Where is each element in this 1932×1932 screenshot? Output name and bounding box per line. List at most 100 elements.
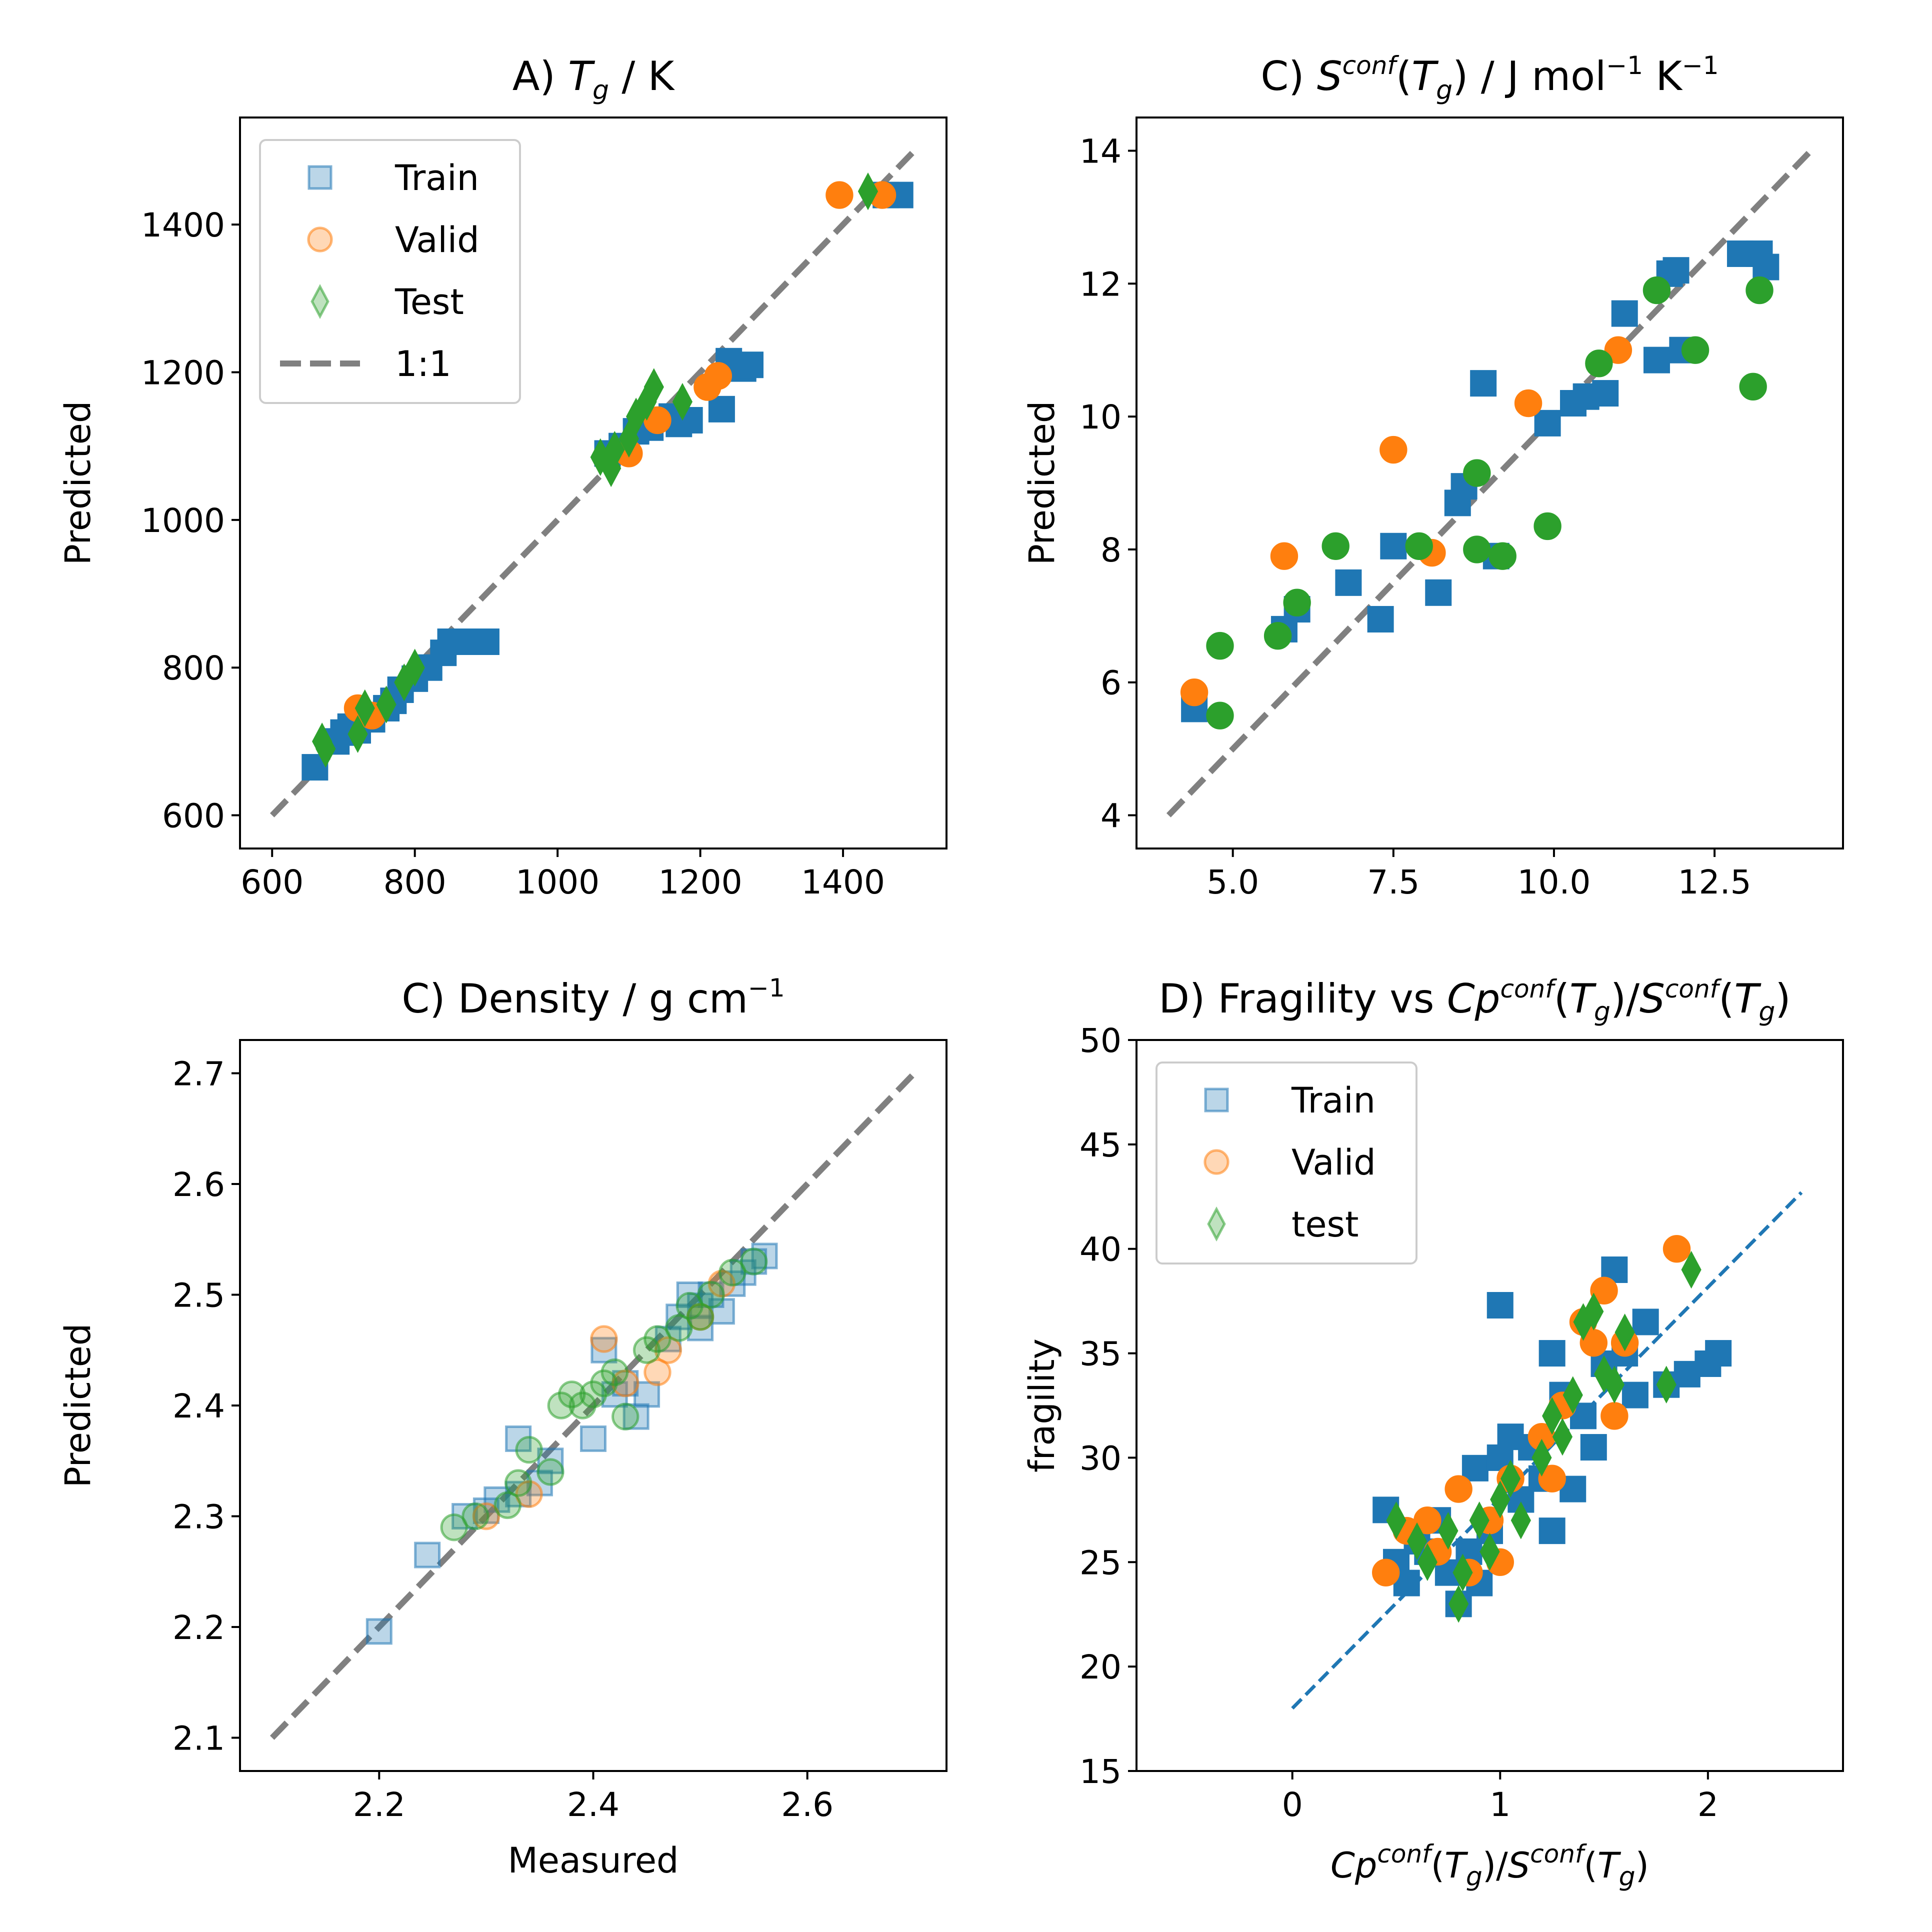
- test-point: [604, 430, 625, 469]
- y-tick-label: 600: [162, 797, 225, 836]
- train-point: [1462, 1454, 1488, 1482]
- valid-point: [472, 1502, 500, 1530]
- legend-train-marker: [308, 165, 332, 190]
- test-point: [440, 1513, 468, 1542]
- test-point: [1386, 1502, 1406, 1540]
- test-point: [1552, 1418, 1573, 1456]
- x-tick-label: 2: [1698, 1786, 1718, 1824]
- train-point: [1335, 569, 1362, 596]
- y-tick-label: 1400: [141, 206, 225, 244]
- y-tick-label: 2.4: [172, 1387, 225, 1426]
- test-point: [686, 1303, 714, 1331]
- x-tick-label: 2.4: [567, 1786, 620, 1824]
- panel-d-title: D) Fragility vs Cpconf(Tg)/Sconf(Tg): [1158, 974, 1790, 1027]
- y-tick-label: 800: [162, 649, 225, 688]
- identity-line: [1166, 148, 1814, 818]
- legend-valid-marker: [307, 226, 333, 252]
- test-point: [1642, 276, 1671, 304]
- train-point: [1380, 532, 1407, 560]
- x-tick-label: 2.2: [353, 1786, 406, 1824]
- test-point: [1438, 1512, 1458, 1550]
- valid-point: [654, 1336, 682, 1364]
- test-point: [579, 1380, 608, 1408]
- y-axis-label: Predicted: [1022, 401, 1062, 566]
- y-tick-label: 50: [1080, 1022, 1122, 1060]
- test-point: [1452, 1554, 1473, 1592]
- plot-area: [1291, 1191, 1803, 1710]
- valid-point: [1180, 678, 1208, 706]
- y-tick-label: 2.5: [172, 1276, 225, 1314]
- test-point: [1585, 350, 1613, 378]
- series-test: [1206, 276, 1774, 730]
- y-tick-label: 30: [1080, 1439, 1122, 1478]
- test-point: [1469, 1502, 1490, 1540]
- legend-box: [259, 139, 521, 404]
- test-point: [504, 1469, 532, 1497]
- valid-point: [708, 1270, 736, 1298]
- x-tick-label: 600: [240, 863, 304, 902]
- train-point: [1752, 254, 1780, 280]
- x-tick-label: 7.5: [1367, 863, 1420, 902]
- test-point: [740, 1248, 768, 1276]
- test-point: [1681, 336, 1710, 364]
- y-axis-label: Predicted: [58, 401, 98, 566]
- valid-point: [826, 181, 854, 209]
- test-point: [618, 420, 639, 458]
- test-point: [515, 1436, 543, 1464]
- test-point: [558, 1380, 586, 1408]
- test-point: [1534, 512, 1562, 540]
- test-point: [1614, 1314, 1635, 1352]
- valid-point: [1372, 1558, 1400, 1586]
- train-point: [1538, 1340, 1566, 1367]
- y-tick-label: 6: [1100, 664, 1122, 702]
- valid-point: [1444, 1475, 1472, 1503]
- test-point: [404, 648, 425, 686]
- x-tick-label: 5.0: [1206, 863, 1259, 902]
- valid-point: [590, 1325, 618, 1353]
- test-point: [1406, 1522, 1428, 1560]
- x-tick-label: 2.6: [781, 1786, 834, 1824]
- y-tick-label: 35: [1080, 1335, 1122, 1374]
- axes-frame: [1136, 1039, 1844, 1772]
- test-point: [1488, 542, 1516, 570]
- panel-c: 2.2 2.4 2.6 2.1 2.2 2.3 2.4 2.5 2.6 2.7 Predicted: [58, 1039, 948, 1824]
- valid-point: [515, 1480, 543, 1508]
- test-point: [1739, 372, 1767, 400]
- test-point: [718, 1258, 746, 1286]
- train-point: [1470, 370, 1497, 397]
- y-tick-label: 2.2: [172, 1608, 225, 1647]
- x-tick-label: 0: [1282, 1786, 1303, 1824]
- test-point: [1500, 1460, 1521, 1498]
- y-tick-label: 1000: [141, 502, 225, 540]
- legend-label: Valid: [395, 220, 480, 260]
- axes-frame: [239, 1039, 948, 1772]
- train-point: [1580, 1434, 1607, 1461]
- valid-point: [1600, 1402, 1628, 1430]
- valid-point: [612, 1369, 640, 1398]
- panel-a-legend: Train Valid Test 1:1: [259, 139, 521, 404]
- test-point: [1463, 536, 1491, 564]
- test-point: [1264, 622, 1292, 650]
- test-point: [672, 382, 693, 421]
- test-point: [1542, 1397, 1562, 1435]
- test-point: [697, 1280, 725, 1309]
- test-point: [600, 1358, 629, 1386]
- test-point: [1417, 1543, 1438, 1581]
- identity-line: [270, 1071, 917, 1740]
- valid-point: [1538, 1464, 1566, 1492]
- plot-area: [270, 1071, 917, 1740]
- x-tick-label: 1: [1490, 1786, 1510, 1824]
- y-tick-label: 40: [1080, 1230, 1122, 1269]
- test-point: [462, 1502, 490, 1530]
- test-point: [494, 1491, 522, 1520]
- train-point: [1662, 257, 1690, 284]
- y-tick-label: 1200: [141, 354, 225, 392]
- x-tick-label: 1400: [801, 863, 885, 902]
- test-point: [1206, 632, 1234, 660]
- test-point: [1584, 1292, 1604, 1330]
- test-point: [1532, 1438, 1552, 1477]
- test-point: [376, 686, 396, 724]
- panel-c-title: C) Density / g cm−1: [402, 974, 784, 1022]
- series-test: [1386, 1250, 1702, 1623]
- legend-label: Test: [394, 282, 464, 322]
